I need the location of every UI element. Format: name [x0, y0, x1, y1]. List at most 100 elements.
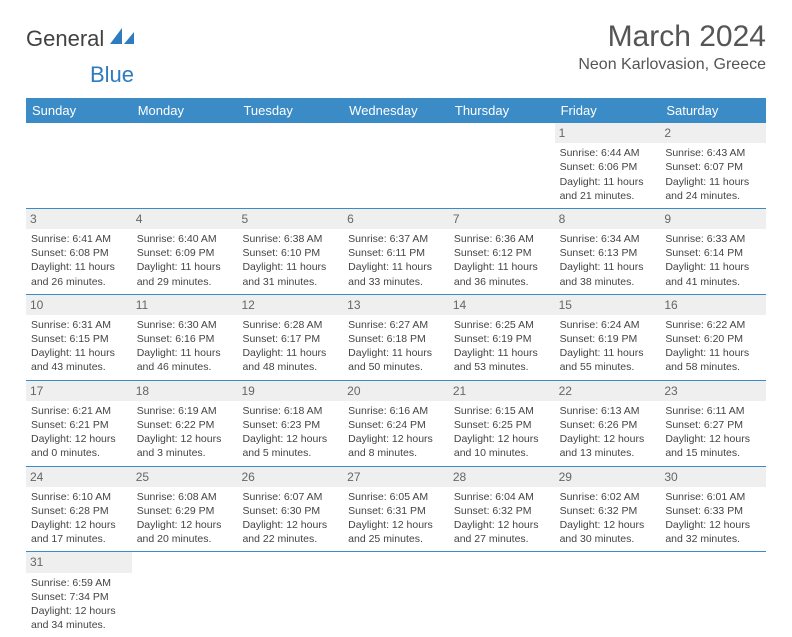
daylight-text: Daylight: 11 hours: [137, 346, 233, 360]
daylight-text: and 41 minutes.: [665, 275, 761, 289]
day-number: 20: [343, 381, 449, 401]
sunset-text: Sunset: 6:15 PM: [31, 332, 127, 346]
daylight-text: Daylight: 12 hours: [560, 432, 656, 446]
empty-cell: [237, 123, 343, 208]
daylight-text: Daylight: 12 hours: [560, 518, 656, 532]
sunrise-text: Sunrise: 6:38 AM: [242, 232, 338, 246]
sunrise-text: Sunrise: 6:25 AM: [454, 318, 550, 332]
day-cell: 25Sunrise: 6:08 AMSunset: 6:29 PMDayligh…: [132, 467, 238, 552]
day-number: 8: [555, 209, 661, 229]
day-cell: 24Sunrise: 6:10 AMSunset: 6:28 PMDayligh…: [26, 467, 132, 552]
day-number: 14: [449, 295, 555, 315]
daylight-text: Daylight: 11 hours: [560, 346, 656, 360]
day-cell: 27Sunrise: 6:05 AMSunset: 6:31 PMDayligh…: [343, 467, 449, 552]
sunset-text: Sunset: 6:22 PM: [137, 418, 233, 432]
sunset-text: Sunset: 6:08 PM: [31, 246, 127, 260]
day-number: 22: [555, 381, 661, 401]
daylight-text: and 43 minutes.: [31, 360, 127, 374]
empty-cell: [555, 552, 661, 637]
week-row: 24Sunrise: 6:10 AMSunset: 6:28 PMDayligh…: [26, 467, 766, 553]
day-number: 31: [26, 552, 132, 572]
empty-cell: [449, 123, 555, 208]
day-number: 15: [555, 295, 661, 315]
day-cell: 29Sunrise: 6:02 AMSunset: 6:32 PMDayligh…: [555, 467, 661, 552]
day-cell: 16Sunrise: 6:22 AMSunset: 6:20 PMDayligh…: [660, 295, 766, 380]
sunset-text: Sunset: 6:18 PM: [348, 332, 444, 346]
sunset-text: Sunset: 6:25 PM: [454, 418, 550, 432]
daylight-text: and 5 minutes.: [242, 446, 338, 460]
sunrise-text: Sunrise: 6:44 AM: [560, 146, 656, 160]
sunset-text: Sunset: 6:14 PM: [665, 246, 761, 260]
sunrise-text: Sunrise: 6:24 AM: [560, 318, 656, 332]
sunrise-text: Sunrise: 6:11 AM: [665, 404, 761, 418]
empty-cell: [132, 552, 238, 637]
sunrise-text: Sunrise: 6:04 AM: [454, 490, 550, 504]
day-cell: 20Sunrise: 6:16 AMSunset: 6:24 PMDayligh…: [343, 381, 449, 466]
sunset-text: Sunset: 6:28 PM: [31, 504, 127, 518]
daylight-text: and 3 minutes.: [137, 446, 233, 460]
sunset-text: Sunset: 7:34 PM: [31, 590, 127, 604]
calendar: Sunday Monday Tuesday Wednesday Thursday…: [26, 98, 766, 637]
sunrise-text: Sunrise: 6:21 AM: [31, 404, 127, 418]
sunset-text: Sunset: 6:17 PM: [242, 332, 338, 346]
daylight-text: and 20 minutes.: [137, 532, 233, 546]
day-number: 19: [237, 381, 343, 401]
daylight-text: and 0 minutes.: [31, 446, 127, 460]
day-cell: 10Sunrise: 6:31 AMSunset: 6:15 PMDayligh…: [26, 295, 132, 380]
daylight-text: Daylight: 11 hours: [454, 260, 550, 274]
daylight-text: Daylight: 11 hours: [665, 175, 761, 189]
day-cell: 9Sunrise: 6:33 AMSunset: 6:14 PMDaylight…: [660, 209, 766, 294]
sunrise-text: Sunrise: 6:08 AM: [137, 490, 233, 504]
sunset-text: Sunset: 6:16 PM: [137, 332, 233, 346]
day-number: 1: [555, 123, 661, 143]
sunset-text: Sunset: 6:23 PM: [242, 418, 338, 432]
sunset-text: Sunset: 6:07 PM: [665, 160, 761, 174]
day-cell: 18Sunrise: 6:19 AMSunset: 6:22 PMDayligh…: [132, 381, 238, 466]
daylight-text: and 32 minutes.: [665, 532, 761, 546]
daylight-text: Daylight: 11 hours: [560, 175, 656, 189]
sunrise-text: Sunrise: 6:01 AM: [665, 490, 761, 504]
sunset-text: Sunset: 6:24 PM: [348, 418, 444, 432]
day-number: 27: [343, 467, 449, 487]
day-number: 18: [132, 381, 238, 401]
daylight-text: and 48 minutes.: [242, 360, 338, 374]
empty-cell: [449, 552, 555, 637]
day-number: 29: [555, 467, 661, 487]
sunrise-text: Sunrise: 6:19 AM: [137, 404, 233, 418]
sunset-text: Sunset: 6:11 PM: [348, 246, 444, 260]
day-cell: 6Sunrise: 6:37 AMSunset: 6:11 PMDaylight…: [343, 209, 449, 294]
daylight-text: Daylight: 12 hours: [454, 432, 550, 446]
daylight-text: and 26 minutes.: [31, 275, 127, 289]
daylight-text: and 25 minutes.: [348, 532, 444, 546]
daylight-text: Daylight: 12 hours: [454, 518, 550, 532]
day-number: 11: [132, 295, 238, 315]
sunrise-text: Sunrise: 6:36 AM: [454, 232, 550, 246]
sunrise-text: Sunrise: 6:43 AM: [665, 146, 761, 160]
daylight-text: Daylight: 12 hours: [31, 604, 127, 618]
sunset-text: Sunset: 6:27 PM: [665, 418, 761, 432]
sunset-text: Sunset: 6:19 PM: [454, 332, 550, 346]
sunset-text: Sunset: 6:26 PM: [560, 418, 656, 432]
daylight-text: and 10 minutes.: [454, 446, 550, 460]
daylight-text: Daylight: 12 hours: [137, 518, 233, 532]
daylight-text: Daylight: 12 hours: [242, 432, 338, 446]
daylight-text: Daylight: 11 hours: [31, 346, 127, 360]
sunrise-text: Sunrise: 6:41 AM: [31, 232, 127, 246]
week-row: 31 Sunrise: 6:59 AMSunset: 7:34 PMDayligh…: [26, 552, 766, 637]
day-header: Thursday: [449, 98, 555, 123]
day-number: 3: [26, 209, 132, 229]
sunrise-text: Sunrise: 6:18 AM: [242, 404, 338, 418]
daylight-text: and 50 minutes.: [348, 360, 444, 374]
day-number: 23: [660, 381, 766, 401]
empty-cell: [343, 123, 449, 208]
daylight-text: Daylight: 12 hours: [348, 432, 444, 446]
sunrise-text: Sunrise: 6:13 AM: [560, 404, 656, 418]
logo-text-sub: Blue: [90, 62, 134, 88]
day-number: 25: [132, 467, 238, 487]
sunrise-text: Sunrise: 6:59 AM: [31, 576, 127, 590]
sunrise-text: Sunrise: 6:27 AM: [348, 318, 444, 332]
logo-text-main: General: [26, 26, 104, 52]
day-cell: 17Sunrise: 6:21 AMSunset: 6:21 PMDayligh…: [26, 381, 132, 466]
sunset-text: Sunset: 6:19 PM: [560, 332, 656, 346]
daylight-text: and 13 minutes.: [560, 446, 656, 460]
